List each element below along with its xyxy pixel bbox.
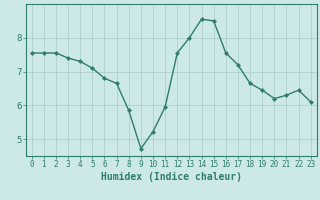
X-axis label: Humidex (Indice chaleur): Humidex (Indice chaleur) — [101, 172, 242, 182]
